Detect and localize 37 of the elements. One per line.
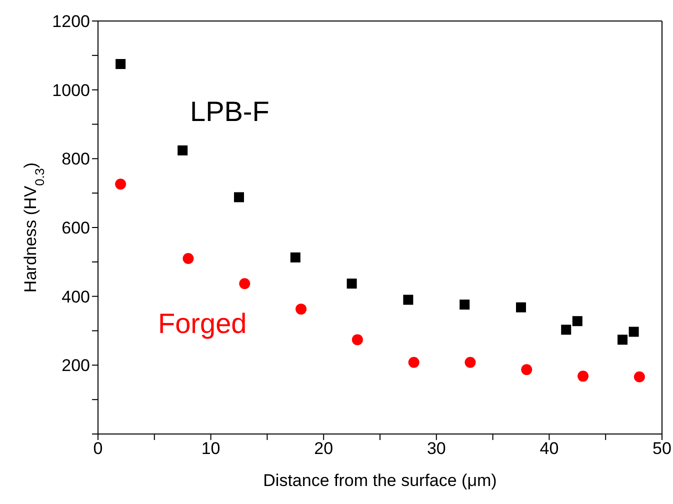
point bbox=[352, 334, 363, 346]
x-tick-label: 40 bbox=[540, 439, 559, 458]
point bbox=[572, 316, 582, 326]
point bbox=[115, 178, 126, 190]
point bbox=[464, 356, 476, 368]
series-label: LPB-F bbox=[190, 96, 270, 128]
y-tick-label: 1000 bbox=[52, 80, 90, 100]
point bbox=[628, 326, 639, 337]
point bbox=[460, 300, 470, 310]
point bbox=[634, 371, 645, 382]
point bbox=[182, 252, 194, 264]
y-tick-label: 200 bbox=[62, 356, 90, 376]
point bbox=[561, 324, 572, 335]
y-tick-label: 400 bbox=[62, 287, 90, 306]
y-tick-label: 1200 bbox=[52, 12, 90, 32]
point bbox=[116, 59, 126, 70]
x-tick-label: 30 bbox=[426, 439, 446, 458]
point bbox=[521, 364, 532, 376]
point bbox=[296, 304, 307, 315]
x-tick-label: 10 bbox=[201, 439, 220, 458]
point bbox=[618, 334, 628, 345]
series-label: Forged bbox=[158, 308, 247, 340]
point bbox=[290, 252, 300, 262]
y-tick-label: 800 bbox=[62, 150, 90, 169]
point bbox=[346, 278, 357, 289]
point bbox=[403, 294, 414, 305]
x-tick-label: 50 bbox=[652, 439, 672, 458]
y-tick-label: 600 bbox=[62, 218, 90, 238]
point bbox=[408, 356, 420, 368]
point bbox=[178, 145, 188, 156]
point bbox=[234, 192, 244, 202]
point bbox=[578, 370, 589, 382]
x-tick-label: 20 bbox=[314, 439, 334, 458]
point bbox=[516, 302, 526, 312]
x-tick-label: 0 bbox=[93, 439, 103, 458]
point bbox=[239, 278, 250, 290]
x-axis-title: Distance from the surface (μm) bbox=[263, 471, 497, 490]
